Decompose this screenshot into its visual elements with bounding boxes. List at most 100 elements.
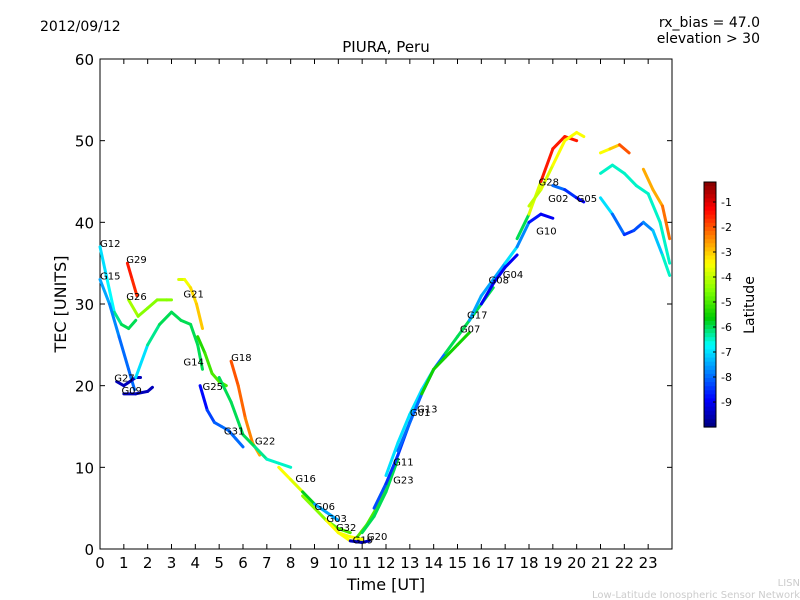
series-g05b	[641, 167, 672, 241]
series-segment	[134, 389, 150, 396]
series-segment	[456, 318, 471, 339]
x-tick-label: 12	[376, 554, 395, 572]
x-tick-label: 14	[424, 554, 443, 572]
x-tick-label: 9	[310, 554, 320, 572]
series-segment	[622, 229, 636, 237]
satellite-label: G03	[326, 514, 346, 525]
series-segment	[112, 310, 123, 326]
colorbar-swatch	[704, 275, 716, 281]
x-tick-label: 16	[472, 554, 491, 572]
colorbar-swatch	[704, 382, 716, 387]
colorbar-tick-label: -5	[721, 296, 732, 309]
series-segment	[660, 204, 672, 241]
y-tick-label: 40	[75, 214, 94, 232]
series-g30	[599, 196, 672, 277]
date-label: 2012/09/12	[40, 19, 121, 35]
series-g05	[551, 184, 586, 204]
series-segment	[117, 335, 131, 371]
series-segment	[205, 408, 216, 424]
colorbar-swatch	[704, 414, 716, 420]
colorbar-swatch	[704, 292, 716, 297]
x-tick-label: 23	[639, 554, 658, 572]
x-tick-label: 7	[262, 554, 272, 572]
x-tick-label: 19	[543, 554, 562, 572]
series-segment	[641, 220, 655, 232]
colorbar-swatch	[704, 182, 716, 187]
series-segment	[210, 371, 221, 384]
series-segment	[384, 453, 400, 486]
series-segment	[183, 278, 193, 290]
colorbar-tick-label: -2	[721, 221, 732, 234]
series-segment	[134, 343, 150, 379]
series-segment	[651, 188, 664, 208]
series-segment	[348, 539, 364, 544]
series-segment	[179, 318, 193, 326]
series-segment	[575, 131, 586, 139]
colorbar: -1 -2 -3 -4 -5 -6 -7 -8 -9	[703, 181, 732, 428]
colorbar-swatch	[704, 390, 716, 395]
series-segment	[420, 367, 436, 396]
x-axis-label: Time [UT]	[346, 575, 425, 594]
series-segment	[146, 322, 162, 347]
series-segment	[158, 310, 173, 326]
lisn-footer: LISN	[778, 578, 800, 589]
y-tick-label: 50	[75, 133, 94, 151]
colorbar-frame	[703, 181, 717, 428]
colorbar-swatch	[704, 288, 716, 293]
satellite-label: G10	[536, 227, 556, 238]
series-segment	[575, 196, 586, 204]
series-segment	[479, 278, 495, 298]
series-segment	[98, 278, 112, 306]
colorbar-swatch	[704, 361, 716, 367]
series-g22	[217, 376, 293, 469]
colorbar-swatch	[704, 198, 716, 204]
colorbar-swatch	[704, 337, 716, 342]
series-segment	[241, 433, 257, 449]
satellite-label: G09	[121, 386, 141, 397]
satellite-label: G17	[467, 311, 487, 322]
series-segment	[360, 539, 371, 544]
series-segment	[634, 184, 650, 196]
satellite-label: G06	[315, 502, 335, 513]
colorbar-swatch	[704, 247, 716, 253]
series-segment	[503, 245, 519, 265]
series-segment	[456, 331, 471, 347]
series-g29	[125, 261, 139, 298]
series-segment	[324, 518, 340, 535]
colorbar-tick-label: -7	[721, 346, 732, 359]
series-segment	[515, 212, 531, 241]
series-segment	[646, 192, 662, 224]
series-segment	[348, 535, 364, 541]
series-segment	[105, 278, 116, 314]
series-g26	[127, 298, 173, 318]
colorbar-swatch	[704, 357, 716, 363]
series-segment	[189, 322, 200, 347]
satellite-label: G05	[577, 194, 597, 205]
series-segment	[563, 188, 579, 200]
satellite-label: G14	[183, 357, 203, 368]
chart-title: PIURA, Peru	[342, 38, 429, 56]
colorbar-swatch	[704, 320, 716, 326]
colorbar-swatch	[704, 398, 716, 404]
series-segment	[563, 131, 579, 143]
satellite-label: G07	[460, 325, 480, 336]
satellite-label: G23	[393, 476, 413, 487]
satellite-label: G21	[183, 289, 203, 300]
rx-bias-label: rx_bias = 47.0	[659, 15, 760, 31]
colorbar-swatch	[704, 251, 716, 257]
satellite-label: G02	[548, 194, 568, 205]
series-g14	[177, 278, 204, 330]
colorbar-swatch	[704, 263, 716, 269]
colorbar-swatch	[704, 402, 716, 408]
colorbar-swatch	[704, 239, 716, 244]
satellite-label: G08	[488, 276, 508, 287]
series-segment	[236, 384, 247, 420]
plot-area: 0 1 2 3 4 5 6 7 8 9 10 11 12 13 14 15 16 17 18 19 20 21 22 2301…	[75, 51, 673, 572]
series-g28	[515, 135, 579, 241]
series-segment	[515, 220, 531, 249]
satellite-label: G27	[114, 374, 134, 385]
colorbar-swatch	[704, 231, 716, 236]
series-g10	[503, 212, 555, 265]
series-segment	[384, 457, 400, 494]
series-segment	[198, 384, 209, 412]
